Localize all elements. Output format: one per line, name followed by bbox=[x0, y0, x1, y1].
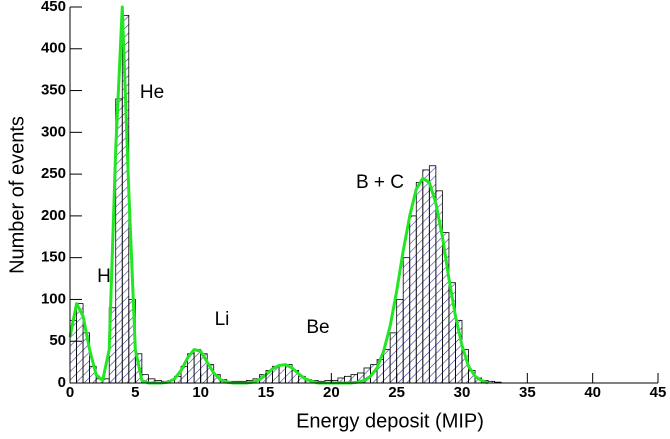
y-tick-label: 200 bbox=[41, 207, 66, 224]
histogram-bar bbox=[278, 364, 287, 384]
annotation: He bbox=[140, 82, 164, 103]
y-tick-label: 250 bbox=[41, 165, 66, 182]
histogram-bar bbox=[193, 349, 202, 384]
y-tick-label: 0 bbox=[58, 374, 66, 391]
histogram-bar bbox=[409, 215, 417, 384]
annotation: Li bbox=[215, 309, 230, 330]
x-tick-label: 40 bbox=[584, 384, 601, 401]
histogram-bar bbox=[415, 182, 424, 384]
histogram-bar bbox=[402, 257, 411, 384]
x-tick-label: 10 bbox=[192, 384, 209, 401]
x-tick-label: 15 bbox=[258, 384, 275, 401]
histogram-bar bbox=[383, 349, 391, 384]
y-axis-title: Number of events bbox=[6, 116, 28, 274]
x-tick-label: 20 bbox=[323, 384, 340, 401]
x-axis-title: Energy deposit (MIP) bbox=[296, 410, 484, 432]
y-tick-label: 300 bbox=[41, 123, 66, 140]
annotation: Be bbox=[306, 317, 329, 338]
annotation: B + C bbox=[356, 172, 404, 193]
y-tick-label: 450 bbox=[41, 0, 66, 15]
y-tick-label: 150 bbox=[41, 249, 66, 266]
histogram-bar bbox=[389, 332, 398, 384]
annotation: H bbox=[97, 266, 111, 287]
y-tick-label: 100 bbox=[41, 290, 66, 307]
x-tick-label: 25 bbox=[388, 384, 405, 401]
fit-curve bbox=[68, 5, 489, 385]
y-tick-label: 50 bbox=[49, 332, 66, 349]
histogram-bar bbox=[396, 299, 404, 384]
histogram-bar bbox=[422, 169, 430, 384]
x-tick-label: 0 bbox=[66, 384, 74, 401]
x-tick-label: 35 bbox=[519, 384, 536, 401]
x-tick-label: 45 bbox=[650, 384, 667, 401]
x-tick-label: 5 bbox=[131, 384, 139, 401]
y-tick-label: 400 bbox=[41, 40, 66, 57]
x-tick-label: 30 bbox=[454, 384, 471, 401]
y-tick-label: 350 bbox=[41, 82, 66, 99]
